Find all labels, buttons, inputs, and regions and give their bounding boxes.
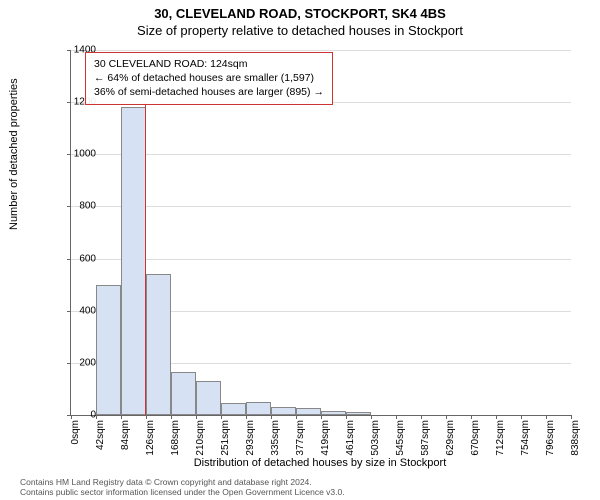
y-tick-label: 800 [56,201,96,212]
footer: Contains HM Land Registry data © Crown c… [20,477,345,497]
y-tick-label: 200 [56,357,96,368]
y-tick-label: 1000 [56,149,96,160]
info-line-2: ← 64% of detached houses are smaller (1,… [94,71,324,85]
x-tick-label: 670sqm [470,420,481,460]
y-tick-label: 0 [56,410,96,421]
x-tick-label: 796sqm [545,420,556,460]
x-tick-label: 461sqm [345,420,356,460]
x-tick-label: 503sqm [370,420,381,460]
info-box: 30 CLEVELAND ROAD: 124sqm ← 64% of detac… [85,52,333,105]
histogram-bar [346,412,371,415]
x-tick-label: 838sqm [570,420,581,460]
x-tick-label: 293sqm [245,420,256,460]
x-tick-label: 587sqm [420,420,431,460]
histogram-bar [96,285,121,415]
x-tick-label: 210sqm [195,420,206,460]
histogram-bar [271,407,296,415]
histogram-bar [171,372,196,415]
histogram-bar [196,381,220,415]
info-line-3: 36% of semi-detached houses are larger (… [94,85,324,99]
x-tick-label: 168sqm [170,420,181,460]
histogram-bar [246,402,271,415]
x-tick-label: 712sqm [495,420,506,460]
x-tick-label: 629sqm [445,420,456,460]
gridline [71,50,571,51]
y-axis-label: Number of detached properties [8,78,20,230]
x-tick-label: 754sqm [520,420,531,460]
histogram-bar [146,274,171,415]
x-tick-label: 545sqm [395,420,406,460]
x-tick-label: 84sqm [120,420,131,460]
x-tick-label: 335sqm [270,420,281,460]
property-marker-line [145,102,146,415]
page-subtitle: Size of property relative to detached ho… [0,21,600,38]
x-tick-label: 0sqm [70,420,81,460]
info-line-1: 30 CLEVELAND ROAD: 124sqm [94,57,324,71]
x-tick-label: 42sqm [95,420,106,460]
page-title: 30, CLEVELAND ROAD, STOCKPORT, SK4 4BS [0,0,600,21]
x-tick-label: 377sqm [295,420,306,460]
footer-line-2: Contains public sector information licen… [20,487,345,497]
x-tick-label: 419sqm [320,420,331,460]
histogram-bar [321,411,346,415]
x-tick-label: 126sqm [145,420,156,460]
y-tick-label: 600 [56,253,96,264]
plot-area: 30 CLEVELAND ROAD: 124sqm ← 64% of detac… [70,50,571,416]
histogram-bar [121,107,146,415]
footer-line-1: Contains HM Land Registry data © Crown c… [20,477,345,487]
y-tick-label: 400 [56,305,96,316]
histogram-bar [221,403,246,415]
chart-container: 30, CLEVELAND ROAD, STOCKPORT, SK4 4BS S… [0,0,600,500]
histogram-bar [296,408,321,415]
x-tick-label: 251sqm [220,420,231,460]
